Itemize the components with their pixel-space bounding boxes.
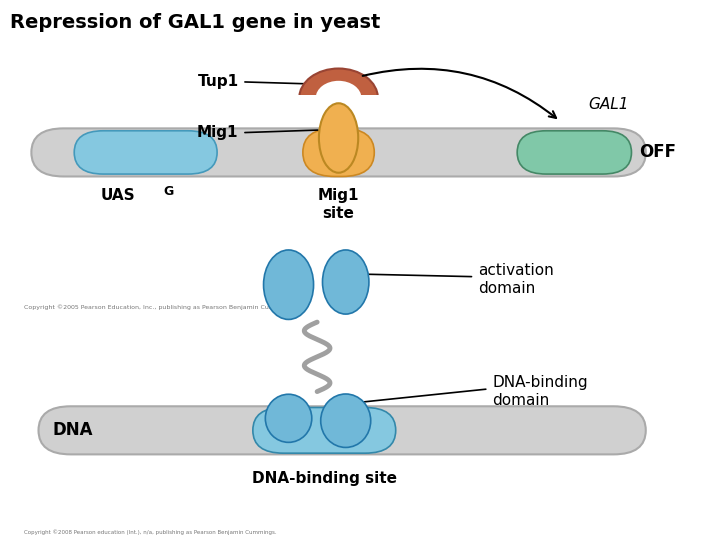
Wedge shape [315, 81, 361, 98]
Text: Copyright ©2005 Pearson Education, Inc., publishing as Pearson Benjamin Cummings: Copyright ©2005 Pearson Education, Inc.,… [24, 305, 297, 310]
Ellipse shape [264, 250, 314, 320]
Text: Repression of GAL1 gene in yeast: Repression of GAL1 gene in yeast [10, 14, 380, 32]
Text: Tup1: Tup1 [197, 75, 238, 90]
Text: DNA-binding
domain: DNA-binding domain [492, 375, 588, 408]
Text: UAS: UAS [100, 188, 135, 204]
Text: DNA: DNA [53, 421, 94, 440]
Text: activation
domain: activation domain [478, 263, 554, 295]
Bar [296, 95, 382, 100]
FancyBboxPatch shape [74, 131, 217, 174]
Text: Mig1: Mig1 [197, 125, 238, 140]
Text: Copyright ©2008 Pearson education (Int.), n/a, publishing as Pearson Benjamin Cu: Copyright ©2008 Pearson education (Int.)… [24, 529, 276, 535]
Text: G: G [163, 185, 174, 198]
Wedge shape [300, 69, 378, 98]
Ellipse shape [320, 394, 371, 448]
FancyArrowPatch shape [363, 69, 556, 118]
Text: GAL1: GAL1 [589, 97, 629, 112]
FancyBboxPatch shape [38, 406, 646, 454]
FancyBboxPatch shape [517, 131, 631, 174]
Text: Mig1
site: Mig1 site [318, 188, 359, 221]
FancyBboxPatch shape [253, 408, 396, 453]
Ellipse shape [266, 394, 312, 442]
FancyBboxPatch shape [32, 129, 646, 177]
Ellipse shape [319, 103, 359, 173]
Text: OFF: OFF [639, 144, 675, 161]
Text: DNA-binding site: DNA-binding site [252, 471, 397, 486]
FancyBboxPatch shape [303, 129, 374, 177]
Ellipse shape [323, 250, 369, 314]
